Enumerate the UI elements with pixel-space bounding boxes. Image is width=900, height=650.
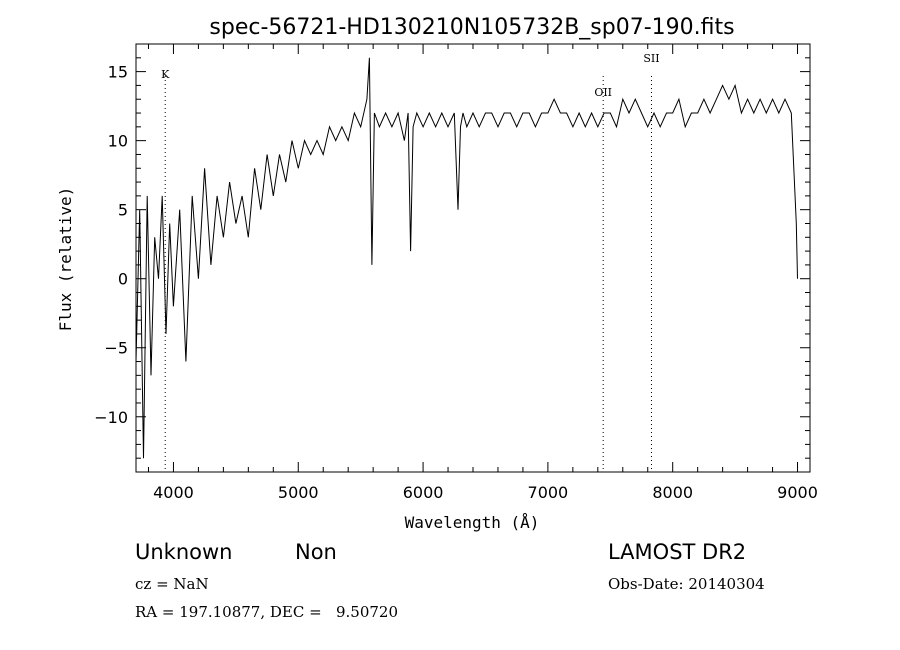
x-tick-label: 7000 xyxy=(528,483,569,502)
y-tick-label: 15 xyxy=(108,63,128,82)
x-tick-label: 8000 xyxy=(652,483,693,502)
x-tick-label: 6000 xyxy=(403,483,444,502)
x-axis-label: Wavelength (Å) xyxy=(405,513,540,532)
line-marker-label: OII xyxy=(594,86,612,99)
survey-name: LAMOST DR2 xyxy=(608,540,747,564)
y-tick-label: 0 xyxy=(118,270,128,289)
y-axis-label: Flux (relative) xyxy=(56,187,75,332)
y-tick-label: 10 xyxy=(108,132,128,151)
coordinates-text: RA = 197.10877, DEC = 9.50720 xyxy=(135,603,399,621)
line-marker-label: SII xyxy=(643,52,659,65)
chart-title: spec-56721-HD130210N105732B_sp07-190.fit… xyxy=(209,15,734,40)
spectrum-line-0 xyxy=(135,57,798,459)
x-tick-label: 5000 xyxy=(278,483,319,502)
y-tick-label: −5 xyxy=(104,339,128,358)
x-tick-label: 4000 xyxy=(153,483,194,502)
redshift-text: cz = NaN xyxy=(135,575,209,593)
object-subclass: Non xyxy=(295,540,337,564)
y-tick-label: −10 xyxy=(94,408,128,427)
object-class: Unknown xyxy=(135,540,233,564)
plot-area: K OII SII 4000 5000 6000 7000 8000 9000 −10 −5 0 5 10… xyxy=(94,43,818,502)
x-tick-label: 9000 xyxy=(777,483,818,502)
y-tick-label: 5 xyxy=(118,201,128,220)
plot-frame xyxy=(135,43,811,473)
line-marker-label: K xyxy=(161,68,170,81)
obs-date-text: Obs-Date: 20140304 xyxy=(608,575,765,593)
